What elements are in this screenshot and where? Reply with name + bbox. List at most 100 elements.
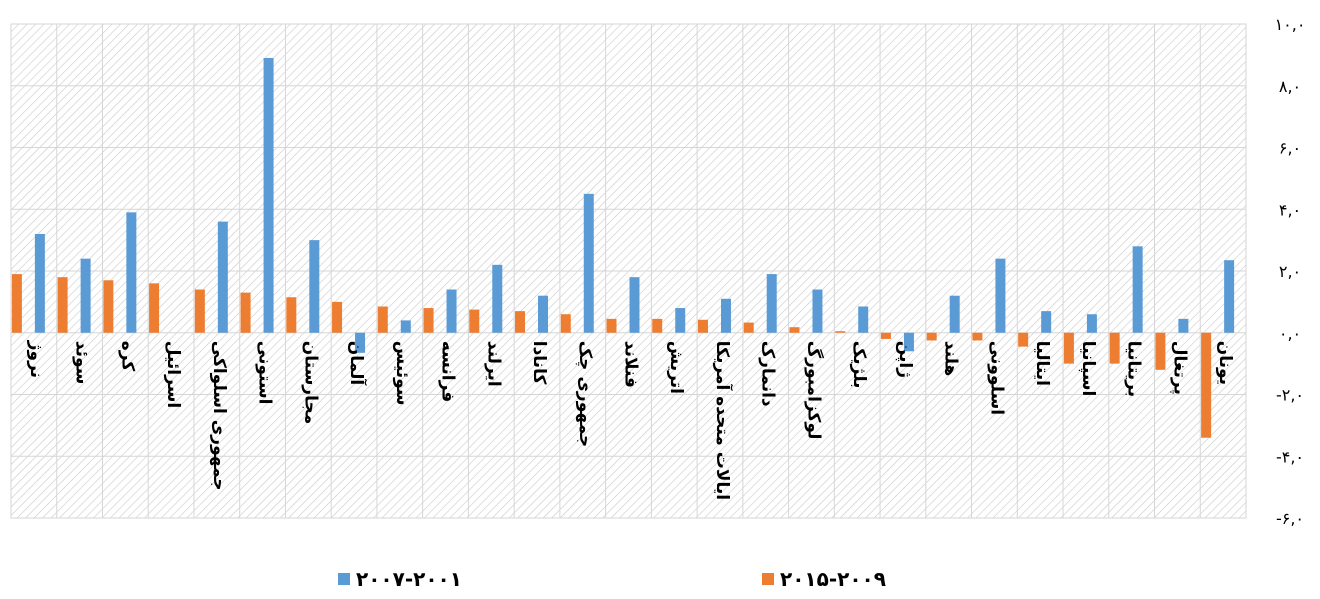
category-label: ژاپن: [895, 341, 915, 378]
bar-orange: [469, 309, 480, 333]
legend-label-2001-2007: ۲۰۰۷-۲۰۰۱: [356, 567, 462, 591]
bar-blue: [583, 193, 594, 333]
category-label: سوئد: [72, 341, 92, 385]
category-label: هلند: [941, 341, 961, 377]
bar-blue: [446, 289, 457, 333]
bar-orange: [1155, 332, 1166, 370]
category-label: ایالات متحده آمریکا: [712, 341, 734, 500]
bar-orange: [560, 314, 571, 333]
bar-blue: [355, 332, 366, 353]
bar-orange: [149, 283, 160, 333]
category-label: ایتالیا: [1032, 341, 1052, 386]
category-label: آلمان: [346, 341, 368, 387]
y-tick-label: ۱۰,۰: [1275, 15, 1306, 34]
bar-blue: [629, 277, 640, 333]
bar-blue: [538, 295, 549, 333]
legend-swatch-orange: [762, 573, 774, 585]
category-label: بلژیک: [849, 341, 869, 389]
bar-blue: [720, 298, 731, 333]
bar-orange: [332, 301, 343, 333]
category-label: اسپانیا: [1078, 341, 1098, 397]
category-label: بریتانیا: [1124, 341, 1144, 397]
bar-orange: [423, 308, 434, 333]
bar-blue: [1132, 246, 1143, 333]
bar-blue: [80, 258, 91, 333]
bar-blue: [1041, 311, 1052, 333]
y-tick-label: ۲,۰: [1279, 262, 1301, 281]
bar-blue: [34, 233, 45, 333]
bar-orange: [606, 318, 617, 333]
bar-orange: [1063, 332, 1074, 364]
y-tick-label: ۶,۰: [1279, 139, 1301, 158]
category-label: سوئیس: [392, 341, 412, 406]
bar-orange: [652, 318, 663, 333]
category-label: جمهوری اسلواکی: [209, 341, 229, 491]
bar-orange: [515, 311, 526, 333]
bar-blue: [812, 289, 823, 333]
bar-blue: [1086, 314, 1097, 333]
bar-orange: [11, 274, 22, 333]
bar-orange: [926, 332, 937, 341]
bar-blue: [217, 221, 228, 333]
category-label: دانمارک: [758, 341, 778, 407]
bar-blue: [766, 274, 777, 333]
bar-orange: [103, 280, 114, 333]
category-label: اسرائیل: [163, 341, 183, 408]
category-label: لوکزامبورگ: [803, 341, 823, 440]
category-label: جمهوری چک: [575, 341, 595, 447]
bar-blue: [1224, 260, 1235, 333]
legend-label-2009-2015: ۲۰۱۵-۲۰۰۹: [780, 567, 886, 591]
bar-blue: [309, 240, 320, 333]
y-tick-labels: ۱۰,۰ ۸,۰ ۶,۰ ۴,۰ ۲,۰ ۰,۰ -۲,۰ -۴,۰ -۶,۰: [1275, 15, 1306, 528]
bar-blue: [949, 295, 960, 333]
category-label: ایرلند: [483, 341, 503, 387]
category-label: کانادا: [529, 341, 549, 385]
category-label: فرانسه: [438, 341, 458, 403]
category-label: استونی: [255, 341, 275, 405]
gridlines: [10, 23, 1247, 519]
bar-orange: [1109, 332, 1120, 364]
bar-blue: [903, 332, 914, 352]
bar-orange: [789, 327, 800, 333]
bar-orange: [1201, 332, 1212, 438]
y-tick-label: -۶,۰: [1276, 509, 1304, 528]
bar-blue: [1178, 318, 1189, 333]
category-label: اسلوونی: [986, 341, 1006, 415]
bar-orange: [57, 277, 68, 333]
bar-orange: [1018, 332, 1029, 347]
legend-swatch-blue: [338, 573, 350, 585]
y-tick-label: ۸,۰: [1279, 77, 1301, 96]
bar-orange: [286, 297, 297, 333]
bar-blue: [400, 320, 411, 333]
category-label: فنلاند: [621, 341, 641, 388]
category-label: یونان: [1215, 341, 1235, 385]
bar-orange: [972, 332, 983, 341]
category-labels: نروژ سوئد کره اسرائیل جمهوری اسلواکی استونی مج…: [26, 340, 1235, 500]
legend-item-2001-2007: ۲۰۰۷-۲۰۰۱: [338, 566, 462, 592]
category-label: نروژ: [26, 340, 46, 378]
bar-orange: [880, 332, 891, 339]
category-label: کره: [117, 341, 137, 372]
bar-blue: [263, 57, 274, 333]
y-tick-label: -۴,۰: [1276, 447, 1304, 466]
legend-item-2009-2015: ۲۰۱۵-۲۰۰۹: [762, 566, 886, 592]
bar-blue: [858, 306, 869, 333]
y-tick-label: ۰,۰: [1279, 324, 1301, 343]
bar-blue: [675, 308, 686, 333]
y-tick-label: ۴,۰: [1279, 200, 1301, 219]
bar-orange: [377, 306, 388, 333]
y-tick-label: -۲,۰: [1276, 386, 1304, 405]
bar-blue: [492, 264, 503, 333]
bar-chart: نروژ سوئد کره اسرائیل جمهوری اسلواکی استونی مج…: [10, 15, 1306, 528]
category-label: مجارستان: [300, 341, 320, 425]
bar-orange: [240, 292, 251, 333]
bar-orange: [194, 289, 205, 333]
category-label: پرتغال: [1169, 341, 1189, 395]
bar-orange: [743, 322, 754, 333]
bar-orange: [835, 331, 846, 333]
category-label: اتریش: [666, 341, 686, 394]
bar-blue: [995, 258, 1006, 333]
bar-orange: [697, 319, 708, 333]
bar-blue: [126, 212, 137, 333]
bars: [11, 57, 1235, 438]
